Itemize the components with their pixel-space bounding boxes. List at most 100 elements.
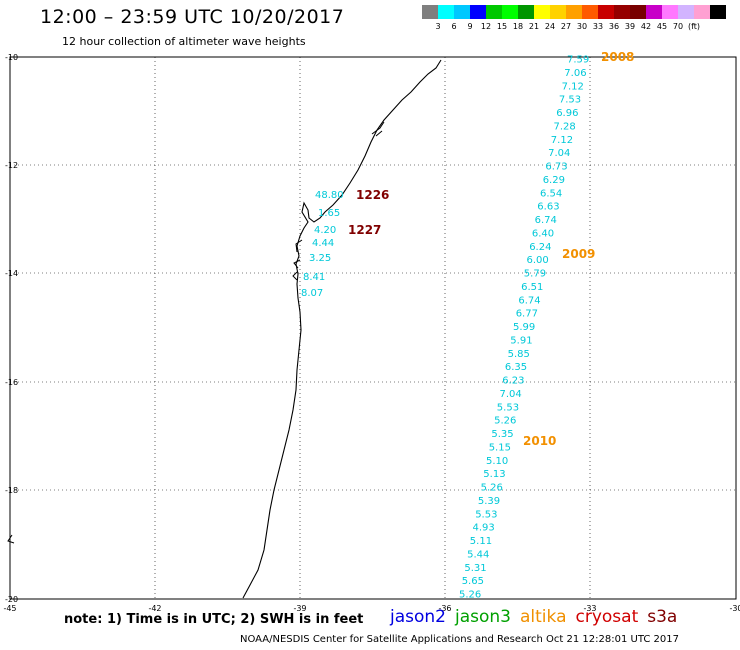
wave-height-value: 5.99 (513, 322, 535, 333)
credit-line: NOAA/NESDIS Center for Satellite Applica… (240, 634, 679, 645)
color-scale-label: 21 (528, 22, 540, 31)
wave-height-value: 48.80 (315, 190, 344, 201)
color-swatch (534, 5, 550, 19)
color-swatch (710, 5, 726, 19)
footnote: note: 1) Time is in UTC; 2) SWH is in fe… (64, 612, 364, 627)
latitude-tick-label: -20 (5, 595, 18, 604)
wave-height-value: 6.73 (545, 162, 567, 173)
time-tag: 1227 (348, 223, 381, 237)
color-swatch (518, 5, 534, 19)
time-tag: 2008 (601, 50, 634, 64)
latitude-tick-label: -10 (5, 53, 18, 62)
color-scale-label: 3 (435, 22, 441, 31)
wave-height-value: 6.35 (505, 362, 527, 373)
color-scale-label: 36 (608, 22, 620, 31)
wave-height-value: 7.04 (500, 389, 522, 400)
latitude-ticks: -10 -12 -14 -16 -18 -20 (5, 53, 18, 604)
color-swatch (422, 5, 438, 19)
wave-height-value: 6.51 (521, 282, 543, 293)
wave-height-value: 7.12 (551, 135, 573, 146)
map-title: 12:00 – 23:59 UTC 10/20/2017 (40, 6, 345, 28)
color-scale-label: 42 (640, 22, 652, 31)
color-scale-label: 33 (592, 22, 604, 31)
wave-height-value: 7.28 (554, 121, 576, 132)
wave-height-value: 5.79 (524, 269, 546, 280)
time-tag: 1226 (356, 188, 389, 202)
longitude-tick-label: -42 (148, 604, 161, 613)
wave-height-value: 5.44 (467, 549, 489, 560)
latitude-tick-label: -16 (5, 378, 18, 387)
wave-height-value: 7.12 (562, 81, 584, 92)
wave-height-value: 7.53 (559, 95, 581, 106)
wave-height-value: 5.26 (494, 416, 516, 427)
color-scale-labels: 3 6 9 12 15 18 21 24 27 30 33 36 39 42 45 70 (ft) (422, 22, 740, 34)
wave-height-value: 4.20 (314, 225, 336, 236)
wave-height-value: 6.74 (535, 215, 557, 226)
color-swatch (502, 5, 518, 19)
wave-height-value: 8.41 (303, 272, 325, 283)
latitude-tick-label: -14 (5, 269, 18, 278)
color-swatch (694, 5, 710, 19)
wave-height-value: 5.39 (478, 496, 500, 507)
color-scale-label: 70 (672, 22, 684, 31)
wave-height-value: 5.65 (462, 576, 484, 587)
longitude-tick-label: -33 (583, 604, 596, 613)
longitude-ticks: -45 -42 -39 -36 -33 -30 (3, 604, 740, 613)
satellite-legend: jason2 jason3 altika cryosat s3a (390, 607, 686, 627)
wave-height-value: 6.24 (529, 242, 551, 253)
wave-height-value: 5.26 (459, 590, 481, 601)
wave-height-value: 5.15 (489, 442, 511, 453)
longitude-tick-label: -36 (438, 604, 451, 613)
color-scale-label: 24 (544, 22, 556, 31)
wave-height-value: 6.29 (543, 175, 565, 186)
wave-height-value: 7.59 (567, 55, 589, 66)
map-frame (9, 56, 737, 600)
coastal-track-observations: 48.80 1.65 4.20 4.44 3.25 8.41 8.07 (301, 190, 344, 299)
satellite-legend-item: jason2 (390, 607, 446, 627)
coastline-detail (7, 121, 385, 544)
satellite-legend-item: cryosat (575, 607, 639, 627)
wave-height-value: 6.74 (518, 295, 540, 306)
color-scale-label: 45 (656, 22, 668, 31)
wave-height-value: 5.35 (491, 429, 513, 440)
color-scale-label: 12 (480, 22, 492, 31)
wave-height-value: 5.11 (470, 536, 492, 547)
color-swatch (566, 5, 582, 19)
satellite-legend-item: jason3 (455, 607, 511, 627)
map-subtitle: 12 hour collection of altimeter wave hei… (62, 35, 306, 48)
color-scale-label: 30 (576, 22, 588, 31)
time-tag: 2009 (562, 247, 595, 261)
wave-height-value: 5.53 (497, 402, 519, 413)
wave-height-value: 6.63 (537, 202, 559, 213)
wave-height-value: 5.31 (464, 563, 486, 574)
wave-height-value: 5.91 (510, 335, 532, 346)
color-scale-label: 15 (496, 22, 508, 31)
time-tags: 2008 2009 2010 1226 1227 (348, 50, 634, 448)
color-scale-label: 9 (467, 22, 473, 31)
color-scale-label: 18 (512, 22, 524, 31)
wave-height-value: 3.25 (309, 253, 331, 264)
wave-height-value: 7.06 (564, 68, 586, 79)
wave-height-value: 6.77 (516, 309, 538, 320)
color-swatch (454, 5, 470, 19)
color-swatch (630, 5, 646, 19)
color-swatch (470, 5, 486, 19)
longitude-tick-label: -30 (729, 604, 740, 613)
color-scale-label: 39 (624, 22, 636, 31)
color-swatch (550, 5, 566, 19)
main-track-observations: 7.59 7.06 7.12 7.53 6.96 7.28 7.12 7.04 6.73 6.29… (459, 55, 589, 601)
wave-height-value: 7.04 (548, 148, 570, 159)
color-scale-bar (422, 5, 726, 19)
wave-height-value: 8.07 (301, 288, 323, 299)
color-swatch (486, 5, 502, 19)
wave-height-value: 5.10 (486, 456, 508, 467)
latitude-tick-label: -12 (5, 161, 18, 170)
wave-height-value: 5.26 (481, 483, 503, 494)
wave-height-value: 6.40 (532, 228, 554, 239)
wave-height-value: 6.23 (502, 376, 524, 387)
wave-height-value: 4.44 (312, 238, 334, 249)
wave-height-value: 4.93 (473, 523, 495, 534)
color-swatch (662, 5, 678, 19)
wave-height-value: 5.13 (483, 469, 505, 480)
